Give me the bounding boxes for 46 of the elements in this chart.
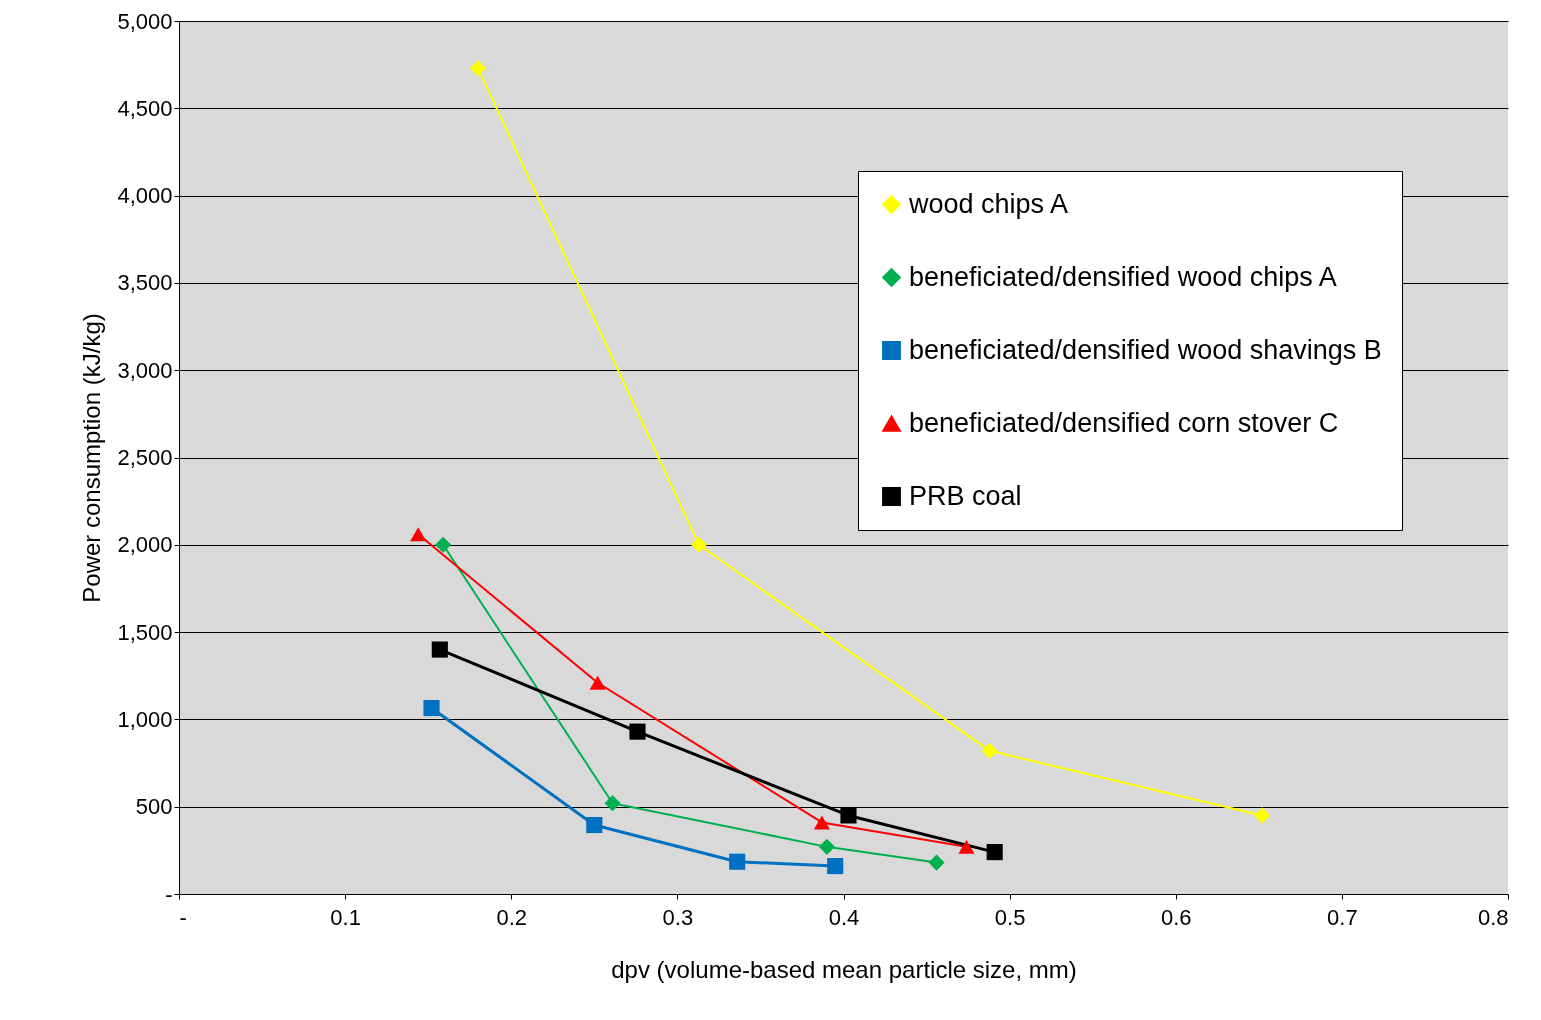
point bbox=[813, 815, 830, 830]
point bbox=[410, 527, 427, 542]
point bbox=[604, 795, 621, 812]
x-tick-label: 0.5 bbox=[994, 904, 1026, 930]
point bbox=[431, 641, 448, 658]
legend-label: PRB coal bbox=[909, 480, 1022, 511]
point bbox=[469, 60, 487, 77]
y-tick-label: 4,500 bbox=[117, 95, 173, 121]
x-tick-label: 0.1 bbox=[330, 904, 361, 930]
x-tick-label: 0.2 bbox=[496, 904, 528, 930]
x-tick-label: 0.8 bbox=[1477, 904, 1509, 930]
y-tick-label: 4,000 bbox=[117, 183, 173, 209]
y-axis-title: Power consumption (kJ/kg) bbox=[78, 313, 106, 603]
y-tick-label: 500 bbox=[135, 794, 173, 820]
point bbox=[840, 807, 857, 824]
point bbox=[928, 854, 945, 871]
y-tick-label: 3,500 bbox=[117, 270, 173, 296]
legend-label: beneficiated/densified wood chips A bbox=[909, 261, 1337, 292]
x-tick-label: 0.4 bbox=[828, 904, 860, 930]
y-tick-label: 5,000 bbox=[117, 8, 173, 34]
y-tick-label: 2,500 bbox=[117, 445, 173, 470]
point bbox=[818, 838, 835, 855]
point bbox=[729, 853, 746, 870]
x-tick-label: 0.6 bbox=[1160, 904, 1192, 930]
point bbox=[981, 742, 998, 759]
point bbox=[986, 844, 1003, 861]
point bbox=[586, 816, 603, 834]
point bbox=[827, 858, 844, 875]
point bbox=[435, 536, 452, 553]
x-tick-label: 0.3 bbox=[662, 904, 694, 930]
y-tick-label: 1,000 bbox=[117, 706, 173, 732]
x-axis-title: dpv (volume-based mean particle size, mm) bbox=[611, 955, 1077, 983]
point bbox=[958, 839, 975, 854]
point bbox=[1254, 807, 1271, 824]
y-tick-label: 2,000 bbox=[117, 532, 173, 558]
y-tick-label: 1,500 bbox=[117, 619, 173, 645]
point bbox=[629, 723, 646, 740]
y-tick-label: - bbox=[165, 881, 173, 907]
legend-label: beneficiated/densified corn stover C bbox=[909, 407, 1339, 438]
y-tick-label: 3,000 bbox=[117, 357, 173, 383]
point bbox=[589, 675, 606, 690]
legend-label: wood chips A bbox=[908, 188, 1069, 219]
legend-label: beneficiated/densified wood shavings B bbox=[909, 334, 1382, 365]
x-tick-label: 0.7 bbox=[1327, 904, 1358, 930]
point bbox=[423, 699, 440, 717]
point bbox=[690, 536, 708, 553]
